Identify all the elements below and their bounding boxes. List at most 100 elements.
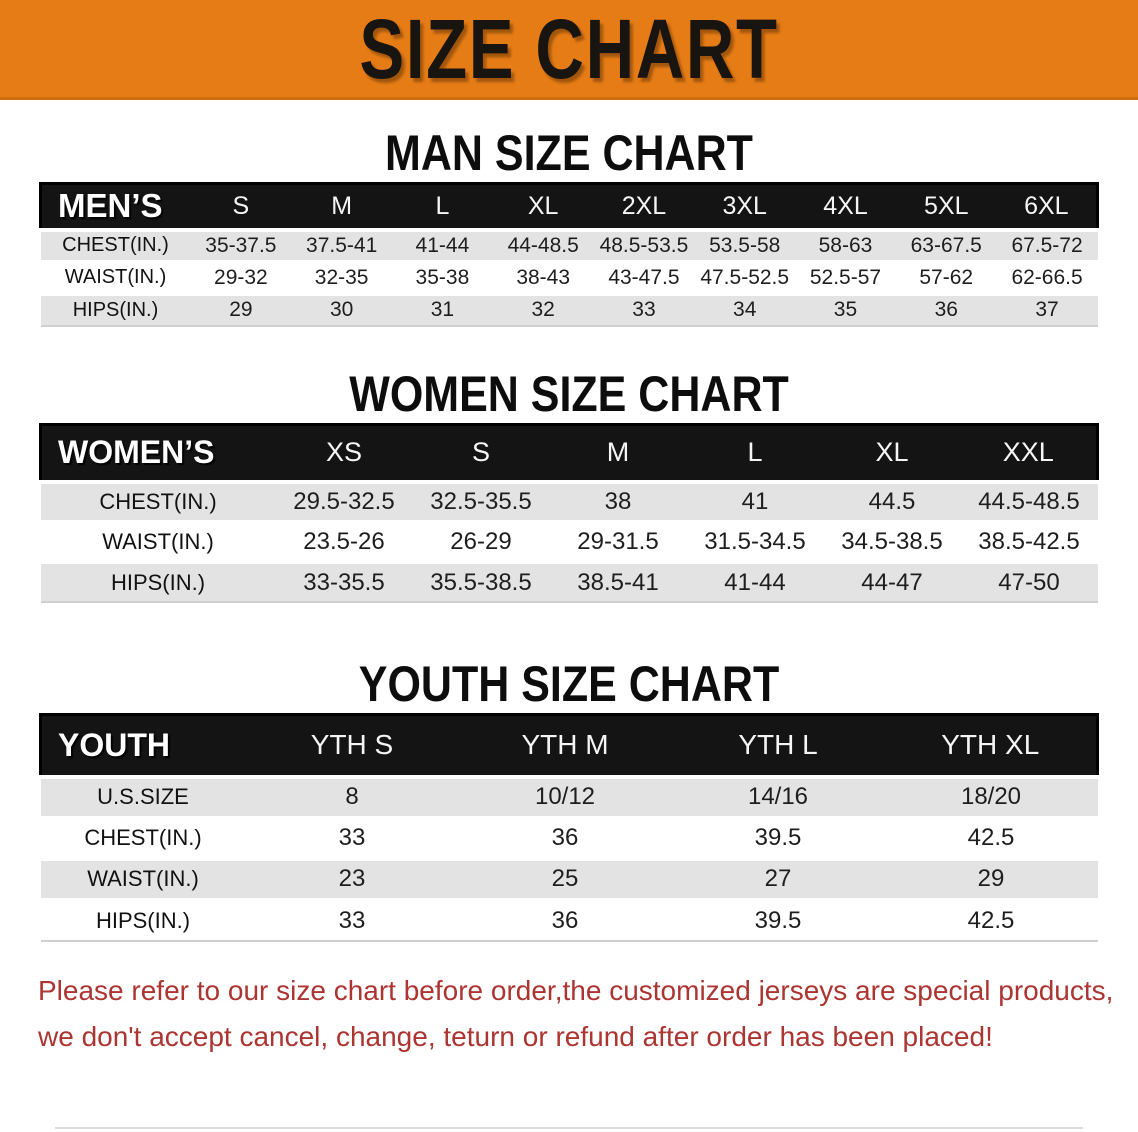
size-value-cell: 29 (884, 856, 1098, 900)
size-value-cell: 35-38 (392, 259, 493, 294)
measurement-row-label: HIPS(IN.) (40, 291, 191, 326)
measurement-row: CHEST(IN.) 35-37.5 37.5-41 41-44 44-48.5 48.5… (40, 227, 1098, 262)
size-value-cell: 44-47 (823, 560, 961, 602)
size-value-cell: 37.5-41 (291, 227, 393, 262)
size-value-cell: 48.5-53.5 (593, 227, 695, 262)
size-value-cell: 41 (686, 480, 824, 522)
size-value-cell: 33-35.5 (275, 560, 413, 602)
measurement-row-label: WAIST(IN.) (40, 856, 246, 900)
size-value-cell: 29-31.5 (549, 520, 687, 562)
size-value-cell: 35.5-38.5 (412, 560, 550, 602)
size-value-cell: 47-50 (960, 560, 1098, 602)
size-value-cell: 42.5 (884, 897, 1098, 941)
size-value-cell: 29-32 (190, 259, 292, 294)
size-value-cell: 67.5-72 (996, 227, 1098, 262)
measurement-row: CHEST(IN.) 33 36 39.5 42.5 (40, 815, 1098, 859)
size-value-cell: 8 (245, 774, 459, 818)
size-value-cell: 23.5-26 (275, 520, 413, 562)
size-value-cell: 36 (458, 897, 672, 941)
size-column-header: S (190, 182, 292, 231)
size-column-header: 6XL (996, 182, 1099, 231)
size-value-cell: 57-62 (895, 259, 997, 294)
measurement-row-label: HIPS(IN.) (40, 897, 246, 941)
measurement-row: HIPS(IN.) 29 30 31 32 33 34 35 36 37 (40, 291, 1098, 326)
size-value-cell: 31.5-34.5 (686, 520, 824, 562)
table-header-row: WOMEN’S XS S M L XL XXL (39, 422, 1099, 484)
size-column-header: YTH S (245, 713, 459, 778)
measurement-row: HIPS(IN.) 33-35.5 35.5-38.5 38.5-41 41-44 44-… (40, 560, 1098, 602)
youth-size-table: YOUTH YTH S YTH M YTH L YTH XL U.S.SIZE 8 10/12… (39, 713, 1099, 942)
size-column-header: YTH L (671, 713, 885, 778)
size-column-header: 5XL (895, 182, 997, 231)
size-value-cell: 47.5-52.5 (694, 259, 796, 294)
size-value-cell: 33 (245, 815, 459, 859)
size-column-header: XL (492, 182, 594, 231)
size-column-header: XL (823, 422, 961, 484)
table-header-row: MEN’S S M L XL 2XL 3XL 4XL 5XL 6XL (39, 182, 1099, 231)
size-chart-banner: SIZE CHART (0, 0, 1138, 100)
table-group-label: WOMEN’S (39, 422, 276, 484)
measurement-row: CHEST(IN.) 29.5-32.5 32.5-35.5 38 41 44.5 44.5… (40, 480, 1098, 522)
table-group-label: YOUTH (39, 713, 246, 778)
size-value-cell: 32-35 (291, 259, 393, 294)
size-value-cell: 43-47.5 (593, 259, 695, 294)
measurement-row-label: CHEST(IN.) (40, 480, 276, 522)
size-column-header: 3XL (694, 182, 796, 231)
womens-size-table: WOMEN’S XS S M L XL XXL CHEST(IN.) 29.5-32.5 32.5… (39, 422, 1099, 603)
table-group-label: MEN’S (39, 182, 191, 231)
size-value-cell: 38-43 (492, 259, 594, 294)
measurement-row-label: WAIST(IN.) (40, 259, 191, 294)
size-value-cell: 53.5-58 (694, 227, 796, 262)
size-value-cell: 35-37.5 (190, 227, 292, 262)
order-policy-note-line1: Please refer to our size chart before or… (38, 974, 1114, 1006)
size-value-cell: 44.5 (823, 480, 961, 522)
size-value-cell: 10/12 (458, 774, 672, 818)
youth-size-chart-heading: YOUTH SIZE CHART (358, 656, 780, 712)
size-value-cell: 52.5-57 (795, 259, 896, 294)
measurement-row-label: WAIST(IN.) (40, 520, 276, 562)
size-value-cell: 23 (245, 856, 459, 900)
size-value-cell: 26-29 (412, 520, 550, 562)
size-value-cell: 34.5-38.5 (823, 520, 961, 562)
size-value-cell: 36 (895, 291, 997, 326)
measurement-row: U.S.SIZE 8 10/12 14/16 18/20 (40, 774, 1098, 818)
size-value-cell: 38 (549, 480, 687, 522)
size-value-cell: 39.5 (671, 815, 885, 859)
measurement-row-label: CHEST(IN.) (40, 227, 191, 262)
measurement-row-label: U.S.SIZE (40, 774, 246, 818)
table-header-row: YOUTH YTH S YTH M YTH L YTH XL (39, 713, 1099, 778)
size-value-cell: 35 (795, 291, 896, 326)
measurement-row: WAIST(IN.) 23.5-26 26-29 29-31.5 31.5-34.5 34… (40, 520, 1098, 562)
size-column-header: YTH XL (884, 713, 1099, 778)
size-column-header: S (412, 422, 550, 484)
size-value-cell: 38.5-42.5 (960, 520, 1098, 562)
size-column-header: L (686, 422, 824, 484)
size-column-header: M (549, 422, 687, 484)
size-value-cell: 62-66.5 (996, 259, 1098, 294)
size-value-cell: 32.5-35.5 (412, 480, 550, 522)
women-size-chart-heading: WOMEN SIZE CHART (349, 365, 789, 422)
measurement-row-label: CHEST(IN.) (40, 815, 246, 859)
size-value-cell: 41-44 (686, 560, 824, 602)
size-value-cell: 18/20 (884, 774, 1098, 818)
size-value-cell: 14/16 (671, 774, 885, 818)
size-value-cell: 29 (190, 291, 292, 326)
size-value-cell: 33 (593, 291, 695, 326)
size-value-cell: 44.5-48.5 (960, 480, 1098, 522)
size-value-cell: 42.5 (884, 815, 1098, 859)
size-column-header: M (291, 182, 393, 231)
measurement-row-label: HIPS(IN.) (40, 560, 276, 602)
size-value-cell: 38.5-41 (549, 560, 687, 602)
size-column-header: 2XL (593, 182, 695, 231)
size-value-cell: 39.5 (671, 897, 885, 941)
size-value-cell: 29.5-32.5 (275, 480, 413, 522)
size-value-cell: 44-48.5 (492, 227, 594, 262)
size-chart-title: SIZE CHART (359, 1, 779, 96)
size-value-cell: 31 (392, 291, 493, 326)
size-column-header: YTH M (458, 713, 672, 778)
size-value-cell: 41-44 (392, 227, 493, 262)
measurement-row: WAIST(IN.) 23 25 27 29 (40, 856, 1098, 900)
size-value-cell: 30 (291, 291, 393, 326)
size-value-cell: 32 (492, 291, 594, 326)
